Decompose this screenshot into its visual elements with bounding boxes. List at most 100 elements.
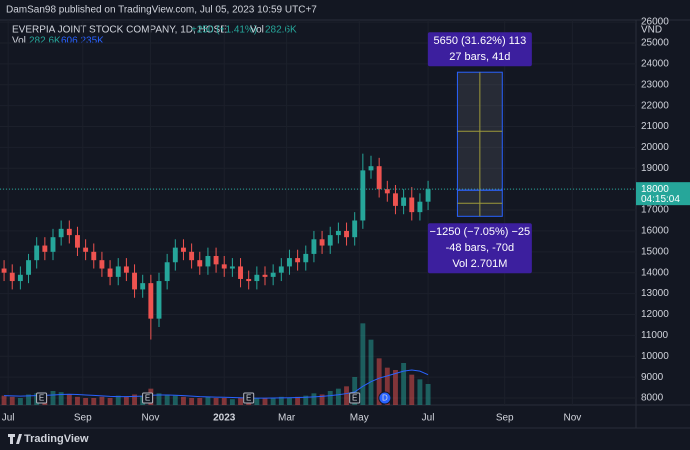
volume-bar <box>83 398 89 405</box>
candle-body <box>66 228 72 236</box>
y-tick-label: 24000 <box>641 58 669 69</box>
candle-body <box>9 272 15 282</box>
publisher: DamSan98 published on TradingView.com, J… <box>6 5 317 16</box>
y-tick-label: 21000 <box>641 121 669 132</box>
volume-bar <box>409 374 415 405</box>
y-tick-label: 22000 <box>641 100 669 111</box>
event-label: E <box>352 394 357 403</box>
candle-body <box>246 278 252 282</box>
x-tick-label: 2023 <box>213 413 236 424</box>
volume-label: Vol <box>250 25 264 36</box>
volume-ma-line <box>4 369 429 399</box>
candle-body <box>205 255 211 267</box>
event-label: D <box>382 394 388 403</box>
volume-value: 282.6K <box>265 25 297 36</box>
volume-bar <box>91 398 97 405</box>
measure-label: Vol 2.701M <box>452 258 507 270</box>
volume-bar <box>425 384 431 405</box>
x-tick-label: Nov <box>142 413 160 424</box>
x-tick-label: Sep <box>496 413 514 424</box>
candle-body <box>91 251 97 261</box>
volume-bar <box>107 398 113 405</box>
measure-label-box <box>427 223 532 274</box>
volume-bar <box>360 323 366 405</box>
volume-bar <box>254 398 260 405</box>
volume-bar <box>344 386 349 405</box>
volume-bar <box>213 398 219 405</box>
candle-body <box>115 266 121 277</box>
volume-bar <box>58 392 64 405</box>
countdown: 04:15:04 <box>641 194 680 205</box>
candle-body <box>376 166 382 190</box>
candle-body <box>42 245 48 252</box>
candle-body <box>164 262 170 282</box>
volume-bar <box>238 398 243 405</box>
x-tick-label: Jul <box>2 413 15 424</box>
y-tick-label: 9000 <box>641 372 664 383</box>
candle-body <box>295 258 301 263</box>
event-marker <box>349 392 361 404</box>
last-price-label: 18000 <box>641 184 669 195</box>
candle-body <box>352 220 358 238</box>
currency: VND <box>641 25 662 36</box>
candle-body <box>156 281 162 319</box>
candle-body <box>58 228 64 238</box>
x-tick-label: Mar <box>278 413 296 424</box>
volume-bar <box>1 395 7 405</box>
last-price-box <box>636 182 690 206</box>
candle-body <box>262 274 268 277</box>
candle-body <box>26 260 31 275</box>
volume-bar <box>311 393 317 405</box>
candle-body <box>107 268 113 277</box>
volume-title: Vol <box>12 36 26 47</box>
event-marker <box>378 391 392 405</box>
y-tick-label: 23000 <box>641 79 669 90</box>
y-tick-label: 15000 <box>641 246 669 257</box>
volume-bar <box>319 394 325 405</box>
measure-label-box <box>427 32 532 67</box>
candle-body <box>303 253 309 263</box>
candle-body <box>327 235 333 246</box>
volume-bar <box>99 396 105 405</box>
measure-label: −1250 (−7.05%) −25 <box>430 226 531 238</box>
candle-body <box>335 230 341 236</box>
x-tick-label: Sep <box>74 413 92 424</box>
measure-label: 27 bars, 41d <box>449 51 510 63</box>
candle-body <box>360 170 366 221</box>
y-tick-label: 16000 <box>641 226 669 237</box>
measure-label: -48 bars, -70d <box>446 242 514 254</box>
y-tick-label: 12000 <box>641 309 669 320</box>
candle-body <box>75 235 80 248</box>
volume-last: 282.6K <box>29 36 61 47</box>
volume-bar <box>327 391 333 405</box>
y-tick-label: 17000 <box>641 205 669 216</box>
candle-body <box>319 239 325 246</box>
volume-bar <box>278 396 284 405</box>
volume-bar <box>156 393 162 405</box>
volume-bar <box>75 396 80 405</box>
candle-body <box>197 260 203 267</box>
y-tick-label: 20000 <box>641 142 669 153</box>
volume-bar <box>401 363 407 405</box>
volume-bar <box>197 398 203 405</box>
candle-body <box>270 272 276 277</box>
volume-bar <box>393 370 398 405</box>
y-tick-label: 13000 <box>641 288 669 299</box>
candle-body <box>213 255 219 265</box>
candle-body <box>401 197 407 206</box>
y-tick-label: 14000 <box>641 267 669 278</box>
y-tick-label: 8000 <box>641 393 664 404</box>
candle-body <box>344 230 349 238</box>
volume-bar <box>270 398 276 405</box>
y-tick-label: 19000 <box>641 163 669 174</box>
event-label: E <box>145 394 150 403</box>
event-label: E <box>39 394 44 403</box>
candle-body <box>417 201 423 213</box>
candle-body <box>409 197 415 213</box>
candle-body <box>221 264 227 269</box>
y-tick-label: 11000 <box>641 330 669 341</box>
candle-body <box>384 189 390 194</box>
candle-body <box>140 283 146 290</box>
candle-body <box>123 266 129 273</box>
